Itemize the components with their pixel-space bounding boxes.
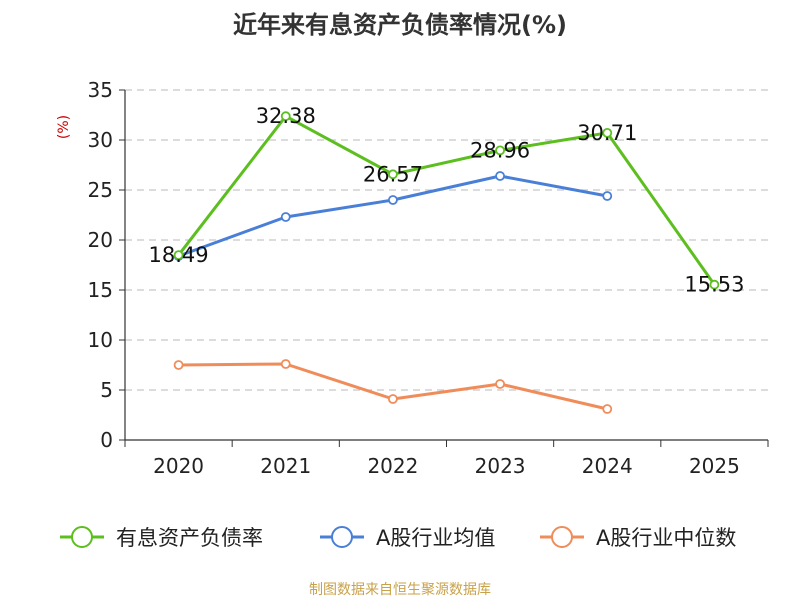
legend-label: A股行业中位数: [596, 526, 736, 550]
x-tick-label: 2022: [367, 454, 418, 478]
series-layer: [173, 111, 720, 414]
x-tick-label: 2021: [260, 454, 311, 478]
data-label: 15.53: [684, 273, 744, 297]
y-tick-label: 15: [88, 278, 113, 302]
y-tick-label: 0: [100, 428, 113, 452]
series-3: [173, 359, 613, 414]
data-label: 32.38: [256, 104, 316, 128]
legend-label: 有息资产负债率: [116, 526, 263, 550]
data-point: [495, 171, 505, 181]
data-point: [280, 111, 291, 122]
y-tick-label: 25: [88, 178, 113, 202]
data-point: [388, 195, 398, 205]
legend-item-3[interactable]: A股行业中位数: [540, 526, 736, 550]
data-point: [602, 191, 613, 201]
data-point: [709, 279, 720, 290]
data-point: [388, 394, 398, 404]
data-label: 28.96: [470, 138, 530, 162]
y-tick-label: 10: [88, 328, 113, 352]
legend-item-2[interactable]: A股行业均值: [320, 526, 495, 550]
data-label: 18.49: [149, 243, 209, 267]
y-tick-label: 30: [88, 128, 113, 152]
data-point: [280, 212, 291, 222]
y-axis-unit: (%): [56, 115, 72, 139]
x-tick-label: 2020: [153, 454, 204, 478]
x-tick-label: 2025: [689, 454, 740, 478]
y-tick-label: 5: [100, 378, 113, 402]
legend-item-1[interactable]: 有息资产负债率: [60, 526, 263, 550]
legend-label: A股行业均值: [376, 526, 495, 550]
series-line: [177, 114, 716, 286]
data-label: 30.71: [577, 121, 637, 145]
x-tick-label: 2024: [582, 454, 633, 478]
chart-title: 近年来有息资产负债率情况(%): [233, 11, 567, 39]
y-tick-label: 20: [88, 228, 113, 252]
data-labels: 18.49 32.38 26.57 28.96 30.71 15.53: [149, 104, 745, 297]
legend-swatch-marker: [331, 526, 353, 548]
data-point: [280, 359, 291, 369]
x-tick-labels: 2020 2021 2022 2023 2024 2025: [153, 454, 740, 478]
data-point: [495, 145, 505, 156]
data-point: [173, 250, 184, 261]
data-point: [495, 379, 505, 389]
series-1: [173, 111, 720, 290]
data-point: [388, 169, 398, 180]
series-line: [178, 174, 608, 258]
y-tick-label: 35: [88, 78, 113, 102]
legend-swatch-marker: [71, 526, 93, 548]
x-tick-label: 2023: [475, 454, 526, 478]
y-tick-labels: 0 5 10 15 20 25 30 35: [88, 78, 113, 452]
legend-swatch-marker: [551, 526, 573, 548]
data-point: [602, 404, 613, 414]
axes: [119, 89, 769, 447]
source-note: 制图数据来自恒生聚源数据库: [309, 582, 491, 598]
data-point: [173, 360, 184, 370]
data-label: 26.57: [363, 162, 423, 186]
data-point: [602, 127, 613, 138]
legend: 有息资产负债率 A股行业均值 A股行业中位数: [60, 526, 736, 550]
